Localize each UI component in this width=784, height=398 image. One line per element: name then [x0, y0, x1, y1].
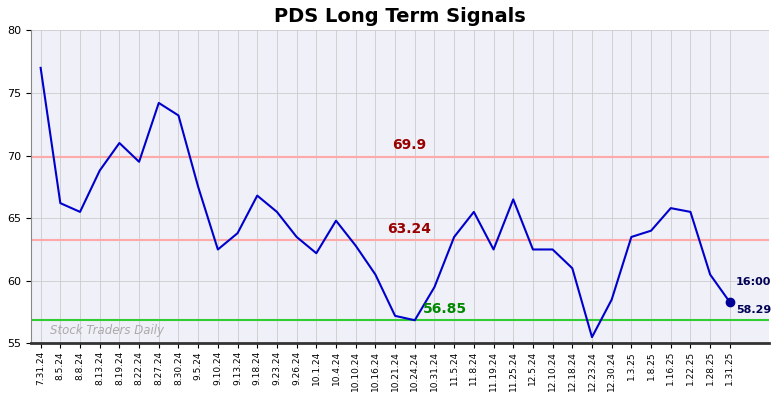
Text: Stock Traders Daily: Stock Traders Daily [50, 324, 165, 337]
Text: 63.24: 63.24 [387, 222, 431, 236]
Text: 16:00: 16:00 [735, 277, 771, 287]
Text: 56.85: 56.85 [423, 302, 466, 316]
Text: 58.29: 58.29 [735, 305, 771, 315]
Text: 69.9: 69.9 [392, 139, 426, 152]
Title: PDS Long Term Signals: PDS Long Term Signals [274, 7, 526, 26]
